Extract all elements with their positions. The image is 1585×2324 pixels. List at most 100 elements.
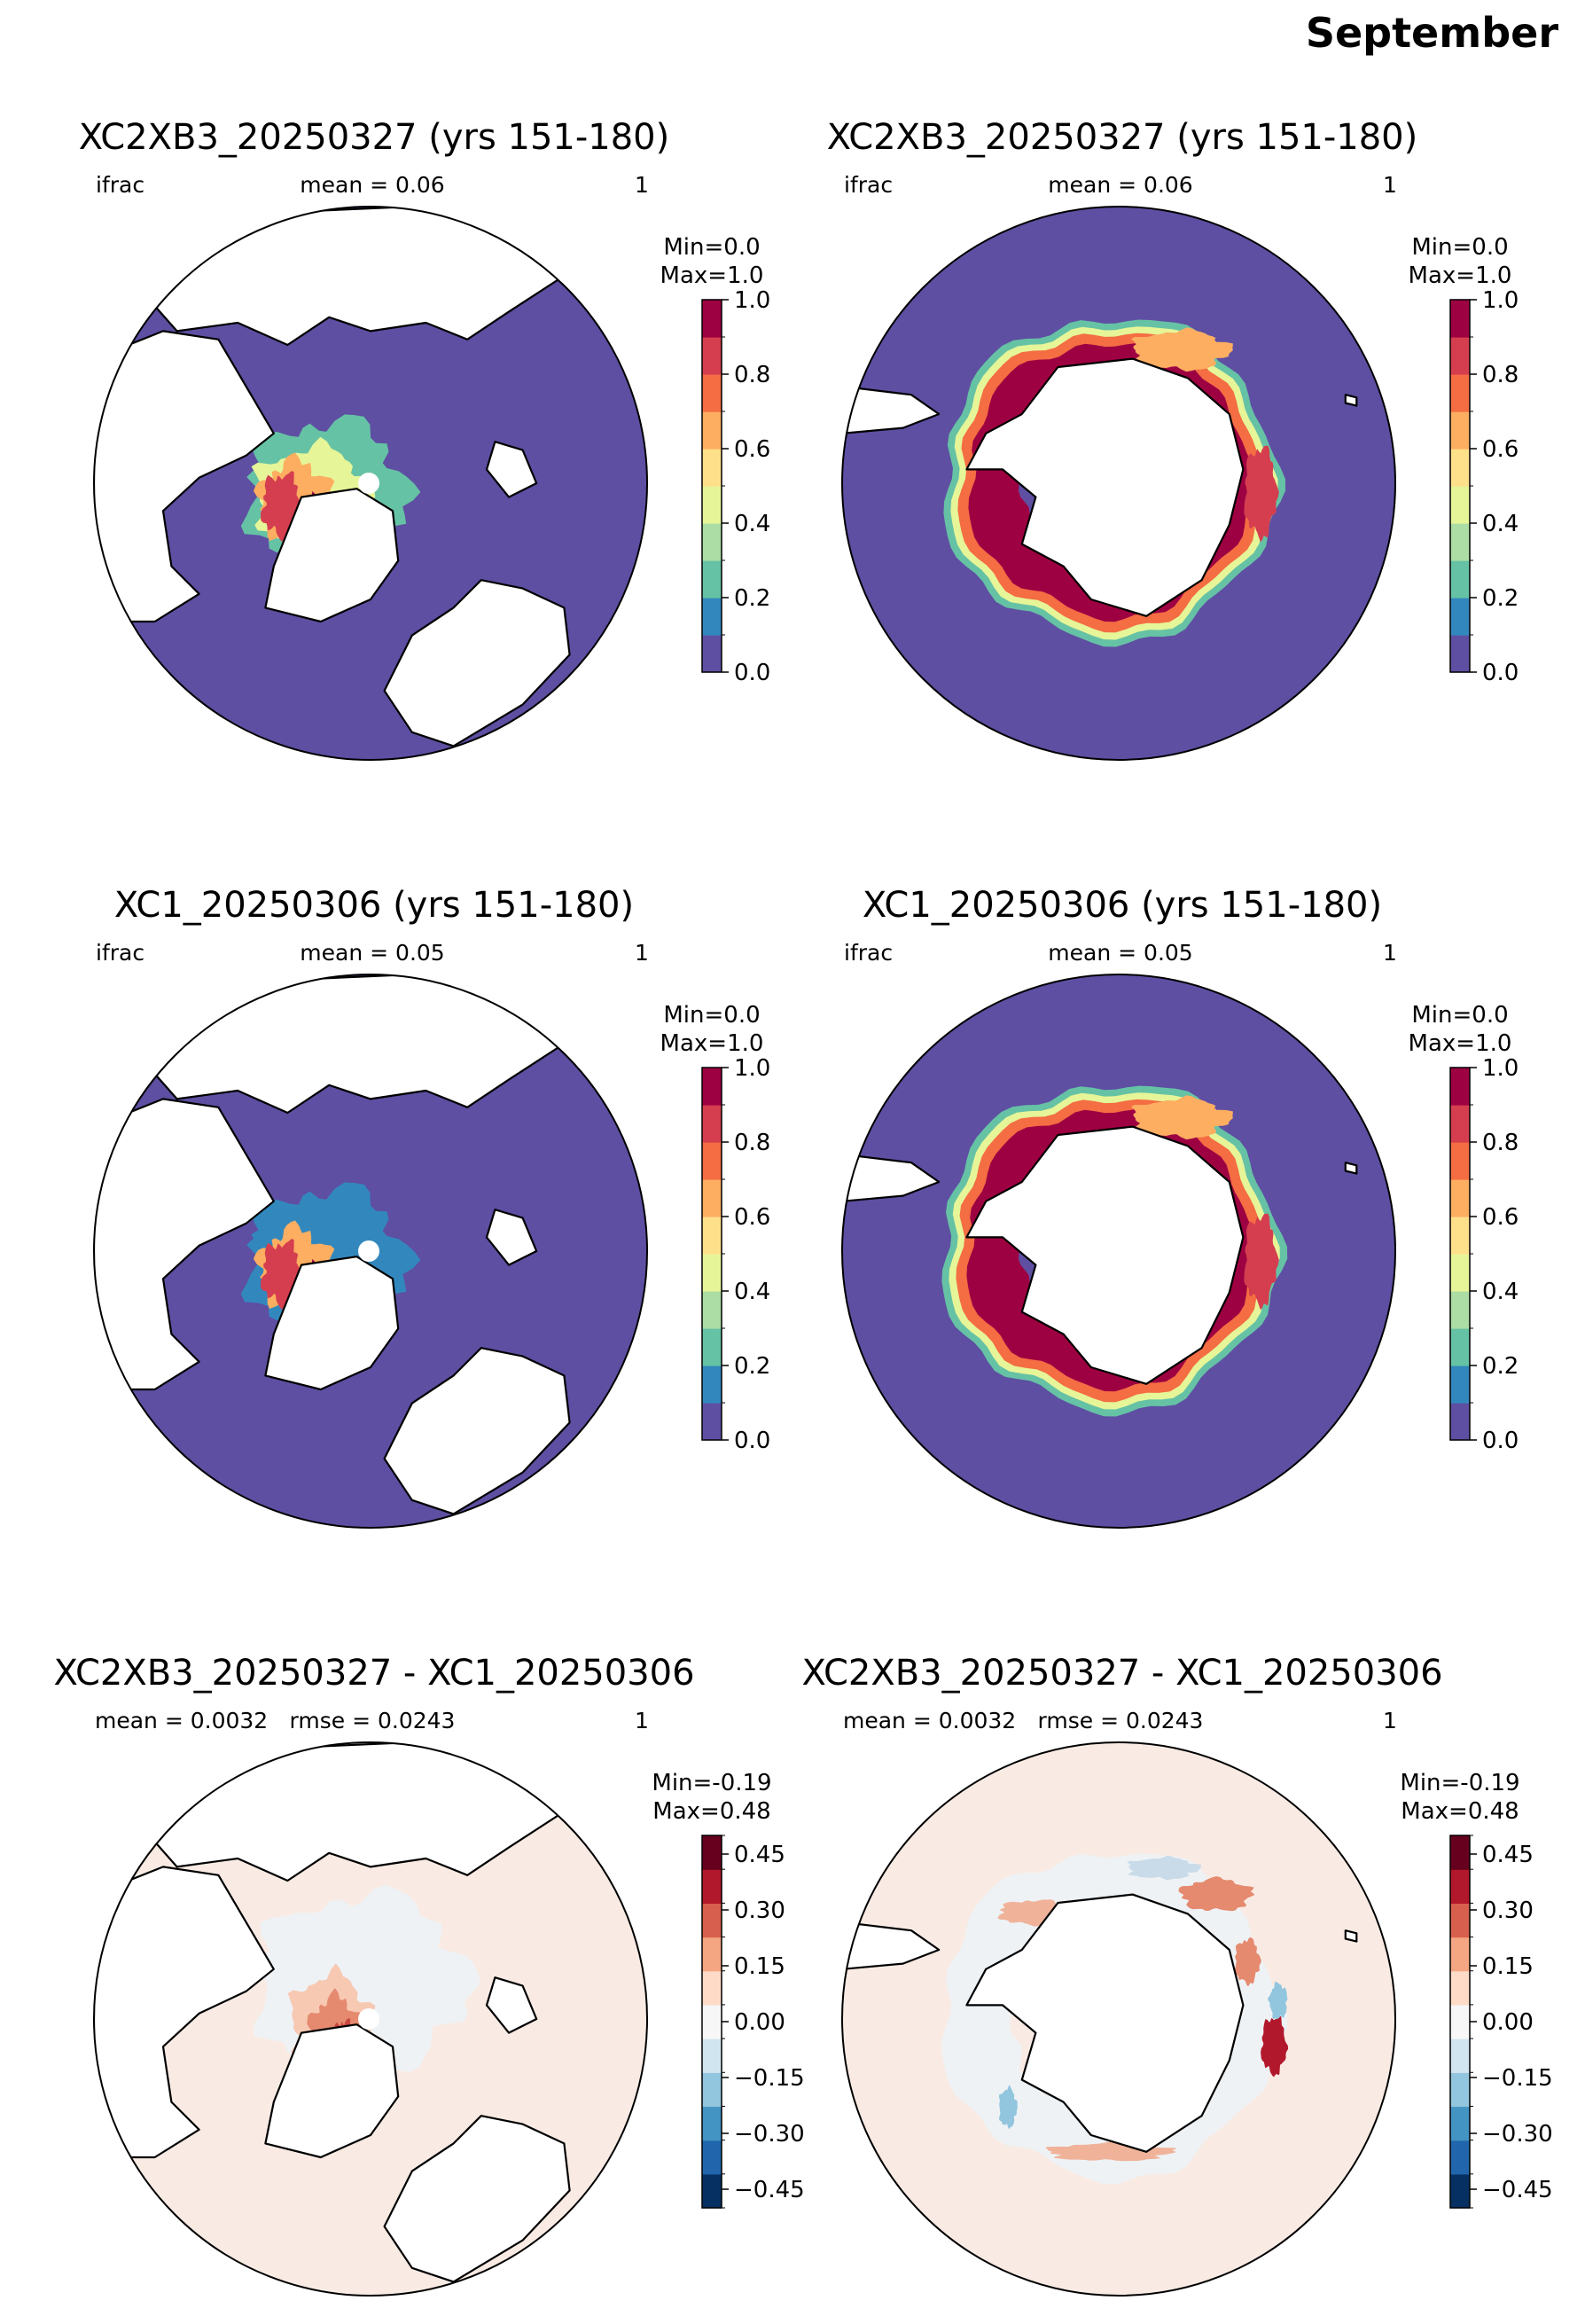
colorbar-segment <box>702 2072 722 2108</box>
panel-left-label: mean = 0.0032 <box>95 1708 268 1733</box>
land-mass <box>383 579 571 747</box>
colorbar-tick-label: 0.0 <box>1482 660 1519 686</box>
map-panel-2: XC2XB3_20250327 (yrs 151-180) ifrac mean =… <box>827 117 1519 761</box>
colorbar-tick-label: 0.4 <box>734 511 770 537</box>
panel-right-label: 1 <box>1383 940 1397 966</box>
colorbar-segment <box>702 2140 722 2175</box>
colorbar-segment <box>702 449 722 487</box>
colorbar-tick-label: −0.30 <box>1482 2121 1553 2148</box>
land-mass <box>383 1347 571 1515</box>
land-mass <box>1344 1929 1358 1943</box>
colorbar-tick-label: −0.30 <box>734 2121 805 2148</box>
land-mass <box>264 2023 400 2159</box>
map-panel-1: XC2XB3_20250327 (yrs 151-180) ifrac mean =… <box>79 117 770 761</box>
pole-hole-marker <box>358 473 379 494</box>
colorbar-segment <box>702 1291 722 1329</box>
colorbar-tick-label: −0.45 <box>1482 2177 1553 2203</box>
colorbar-segment <box>702 1105 722 1143</box>
panel-center-label: mean = 0.06 <box>1048 172 1192 198</box>
colorbar-tick-label: 0.00 <box>734 2009 785 2036</box>
colorbar-tick-label: 0.45 <box>1482 1842 1534 1868</box>
panel-right-label: 1 <box>635 940 649 966</box>
colorbar-segment <box>1450 1937 1470 1972</box>
colorbar-segment <box>702 1068 722 1106</box>
map-boundary <box>841 974 1396 1529</box>
ice-region <box>1244 1213 1279 1311</box>
panel-left-label: ifrac <box>844 172 893 198</box>
colorbar-segment <box>1450 2072 1470 2108</box>
map-panel-4: XC1_20250306 (yrs 151-180) ifrac mean = 0.… <box>841 885 1519 1529</box>
colorbar-max-label: Max=1.0 <box>1409 262 1512 289</box>
colorbar-tick-label: 0.8 <box>734 1130 770 1156</box>
colorbar-tick-label: 0.0 <box>1482 1428 1519 1454</box>
colorbar-segment <box>1450 1869 1470 1904</box>
colorbar-segment <box>702 1179 722 1217</box>
panel-right-label: 1 <box>635 1708 649 1733</box>
colorbar-segment <box>1450 635 1470 673</box>
colorbar-min-label: Min=-0.19 <box>1400 1770 1519 1796</box>
colorbar-segment <box>702 1869 722 1904</box>
panel-left-label: ifrac <box>96 172 144 198</box>
colorbar-tick-label: 0.6 <box>1482 436 1519 463</box>
land-mass <box>1344 1162 1358 1175</box>
colorbar-tick-label: 0.4 <box>1482 1279 1519 1305</box>
panel-center-label: mean = 0.05 <box>300 940 444 966</box>
panel-center-label: rmse = 0.0243 <box>1038 1708 1204 1733</box>
colorbar-max-label: Max=1.0 <box>1409 1030 1512 1057</box>
colorbar-segment <box>702 2004 722 2039</box>
colorbar-segment <box>1450 2140 1470 2175</box>
colorbar-segment <box>1450 1970 1470 2006</box>
panel-right-label: 1 <box>1383 172 1397 198</box>
colorbar-tick-label: 0.00 <box>1482 2009 1534 2036</box>
land-mass <box>485 1209 538 1266</box>
panel-center-label: rmse = 0.0243 <box>290 1708 456 1733</box>
colorbar-min-label: Min=0.0 <box>1411 1002 1508 1029</box>
figure-suptitle: September <box>1305 9 1558 57</box>
colorbar-tick-label: 0.6 <box>734 436 770 463</box>
colorbar-segment <box>1450 1903 1470 1938</box>
colorbar-segment <box>1450 1217 1470 1255</box>
colorbar-segment <box>1450 598 1470 636</box>
colorbar-segment <box>702 1970 722 2006</box>
colorbar-tick-label: 0.0 <box>734 1428 770 1454</box>
colorbar-min-label: Min=-0.19 <box>652 1770 771 1796</box>
colorbar-tick-label: 0.15 <box>734 1953 785 1980</box>
land-mass <box>842 385 941 434</box>
land-mass <box>965 1893 1245 2153</box>
colorbar-tick-label: 0.2 <box>734 585 770 612</box>
colorbar-min-label: Min=0.0 <box>1411 234 1508 261</box>
colorbar-segment <box>702 1254 722 1292</box>
colorbar-max-label: Max=1.0 <box>660 262 764 289</box>
colorbar-tick-label: −0.15 <box>1482 2065 1553 2092</box>
panel-left-label: mean = 0.0032 <box>843 1708 1016 1733</box>
colorbar-segment <box>1450 2106 1470 2141</box>
map-field <box>94 974 647 1528</box>
colorbar-tick-label: 0.30 <box>734 1898 785 1924</box>
diff-region <box>1234 1937 1261 1986</box>
colorbar-segment <box>702 1937 722 1972</box>
colorbar-segment <box>702 1365 722 1404</box>
map-boundary <box>93 974 648 1529</box>
colorbar-segment <box>1450 374 1470 412</box>
panel-title: XC2XB3_20250327 (yrs 151-180) <box>79 117 669 158</box>
diff-region <box>1268 1981 1288 2020</box>
pole-hole-marker <box>358 1240 379 1262</box>
colorbar-segment <box>702 300 722 338</box>
colorbar-segment <box>1450 337 1470 375</box>
colorbar-max-label: Max=0.48 <box>652 1798 770 1825</box>
ice-region <box>261 1239 306 1310</box>
colorbar-segment <box>1450 300 1470 338</box>
colorbar-tick-label: 1.0 <box>1482 1055 1519 1082</box>
colorbar-tick-label: 0.2 <box>1482 1353 1519 1380</box>
colorbar-segment <box>1450 411 1470 450</box>
land-mass <box>965 357 1245 617</box>
map-boundary <box>93 206 648 761</box>
colorbar-min-label: Min=0.0 <box>663 234 760 261</box>
colorbar-segment <box>702 411 722 450</box>
colorbar-segment <box>702 523 722 561</box>
colorbar-tick-label: 0.45 <box>734 1842 785 1868</box>
map-boundary <box>841 206 1396 761</box>
colorbar-segment <box>702 2173 722 2209</box>
panel-right-label: 1 <box>635 172 649 198</box>
panel-title: XC2XB3_20250327 - XC1_20250306 <box>53 1653 694 1694</box>
